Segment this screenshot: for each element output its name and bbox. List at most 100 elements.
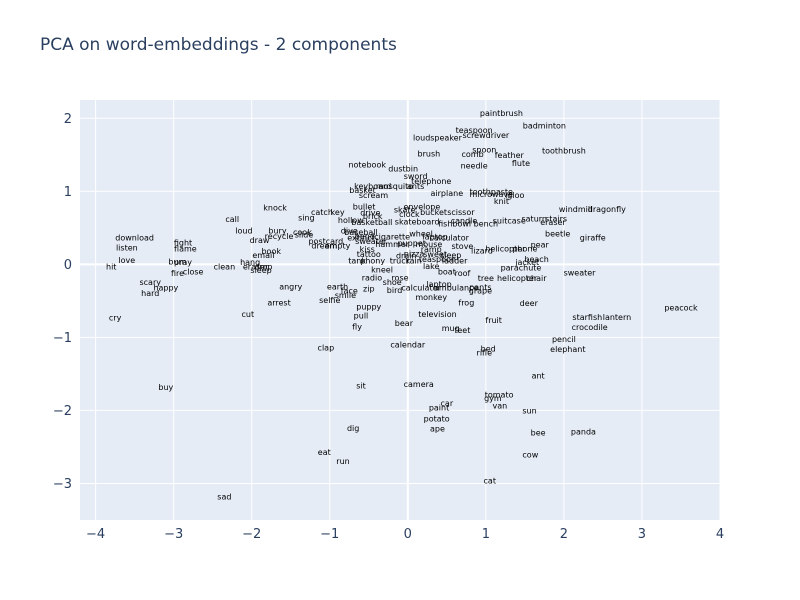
point-label: kiss	[360, 245, 375, 254]
point-label: igloo	[505, 191, 524, 200]
point-label: boat	[438, 268, 456, 277]
point-label: scream	[359, 191, 389, 200]
point-label: pear	[531, 241, 550, 250]
point-label: rain	[406, 257, 421, 266]
point-label: bullet	[353, 203, 376, 212]
point-label: peacock	[664, 303, 698, 312]
point-label: fight	[174, 238, 192, 247]
point-label: zip	[363, 284, 375, 293]
y-tick-label: 2	[64, 112, 72, 127]
point-label: panda	[571, 428, 596, 437]
x-tick-label: 3	[638, 527, 646, 542]
point-label: needle	[461, 162, 488, 171]
point-label: eraser	[540, 218, 566, 227]
point-label: microwave	[470, 190, 514, 199]
point-label: suitcase	[493, 217, 526, 226]
point-label: flute	[512, 159, 530, 168]
point-label: paint	[429, 404, 449, 413]
point-label: face	[341, 287, 358, 296]
point-label: recycle	[265, 232, 294, 241]
point-label: pray	[174, 258, 192, 267]
point-label: giraffe	[580, 233, 606, 242]
point-label: clean	[214, 263, 236, 272]
point-label: eat	[318, 448, 331, 457]
point-label: ant	[532, 371, 545, 380]
point-label: comb	[461, 150, 483, 159]
point-label: sweet	[423, 250, 447, 259]
point-label: pencil	[552, 335, 576, 344]
point-label: chair	[527, 274, 548, 283]
point-label: cook	[293, 228, 312, 237]
point-label: clock	[399, 210, 420, 219]
point-label: dragonfly	[588, 205, 626, 214]
point-label: beetle	[545, 230, 570, 239]
point-label: sweater	[355, 237, 388, 246]
x-tick-label: −1	[320, 527, 339, 542]
point-label: scissor	[447, 208, 475, 217]
point-label: hit	[106, 263, 116, 272]
point-label: fruit	[485, 316, 502, 325]
point-label: gym	[484, 394, 502, 403]
point-label: slide	[295, 230, 314, 239]
point-label: spoon	[472, 146, 496, 155]
point-label: empty	[325, 241, 351, 250]
y-tick-label: 1	[64, 185, 72, 200]
point-label: ambulance	[434, 284, 478, 293]
point-label: envelope	[403, 203, 440, 212]
x-tick-label: 0	[404, 527, 412, 542]
point-label: cow	[522, 450, 538, 459]
point-label: bench	[474, 219, 499, 228]
point-label: wheel	[409, 230, 433, 239]
point-label: teaspoon	[419, 255, 456, 264]
point-label: bird	[387, 286, 403, 295]
point-label: mosquito	[376, 182, 413, 191]
point-label: camera	[404, 380, 434, 389]
point-label: laptop	[426, 280, 451, 289]
point-label: sleep	[440, 251, 461, 260]
point-label: smile	[335, 291, 356, 300]
point-label: calculator	[401, 284, 441, 293]
point-label: hollow	[338, 216, 364, 225]
point-label: potato	[424, 414, 450, 423]
point-label: telephone	[411, 177, 451, 186]
point-label: dream	[311, 241, 337, 250]
point-label: monkey	[415, 293, 447, 302]
point-label: angry	[279, 282, 302, 291]
point-label: tomato	[485, 390, 514, 399]
point-label: frog	[458, 298, 474, 307]
point-label: draw	[250, 236, 270, 245]
point-label: ants	[407, 182, 424, 191]
point-label: feet	[455, 326, 471, 335]
point-label: drain	[396, 252, 417, 261]
point-label: stove	[452, 242, 474, 251]
point-label: baseball	[344, 228, 378, 237]
y-axis: −3 −2 −1 0 1 2	[53, 112, 72, 492]
point-label: burn	[168, 257, 186, 266]
point-label: loudspeaker	[413, 133, 463, 142]
point-label: arrest	[267, 298, 290, 307]
point-label: pull	[354, 311, 369, 320]
point-label: van	[493, 401, 508, 410]
point-label: television	[418, 310, 457, 319]
point-label: pants	[469, 283, 491, 292]
point-label: badminton	[523, 122, 566, 131]
point-label: fire	[171, 269, 184, 278]
point-label: tattoo	[357, 250, 381, 259]
point-label: basket	[349, 186, 376, 195]
point-label: toothbrush	[542, 146, 586, 155]
point-label: mouse	[415, 240, 442, 249]
point-label: bed	[481, 344, 496, 353]
point-label: earth	[327, 282, 348, 291]
point-label: mug	[442, 324, 460, 333]
point-label: candle	[451, 217, 478, 226]
point-label: brick	[363, 212, 383, 221]
x-tick-label: −2	[242, 527, 261, 542]
point-label: teaspoon	[456, 126, 493, 135]
point-label: bucket	[420, 208, 447, 217]
x-tick-label: 4	[716, 527, 724, 542]
point-label: truck	[390, 257, 411, 266]
point-label: sad	[217, 493, 231, 502]
point-label: sleep	[250, 266, 271, 275]
point-label: dig	[347, 424, 359, 433]
point-label: jacket	[514, 258, 539, 267]
